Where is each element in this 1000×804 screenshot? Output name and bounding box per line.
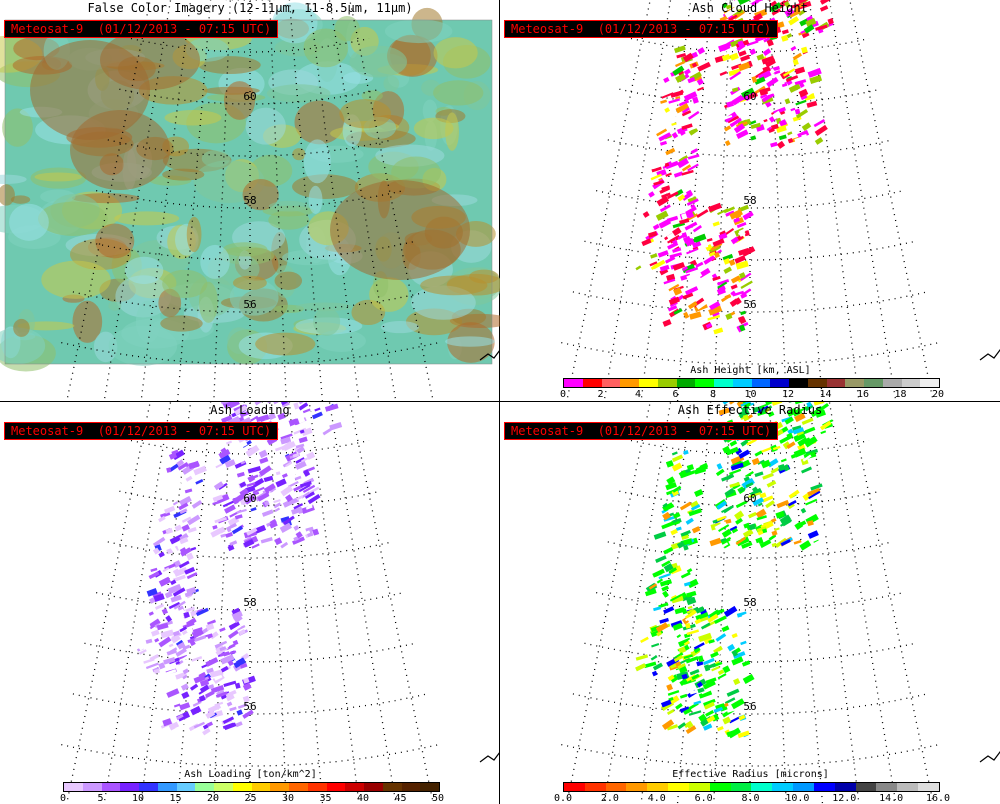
panel-title: Ash Loading xyxy=(210,403,290,417)
coastline-fragment xyxy=(979,349,1000,361)
colorbar-tick: 10 xyxy=(131,793,145,804)
lat-label: 60 xyxy=(243,90,256,103)
false-color-image xyxy=(0,2,500,372)
colorbar-label: Effective Radius [microns] xyxy=(672,769,829,780)
colorbar-tick: 10.0 xyxy=(785,793,810,804)
colorbar-tick: 45 xyxy=(394,793,407,804)
lat-label: 56 xyxy=(243,298,256,311)
satellite-badge: Meteosat-9 (01/12/2013 - 07:15 UTC) xyxy=(504,20,779,38)
colorbar-tick: 10 xyxy=(744,389,757,400)
panel-ash-radius: -24-22-20-18-16-14-12-10-86260585666 Ash… xyxy=(500,402,1000,804)
colorbar-tick: 25 xyxy=(244,793,257,804)
colorbar-tick: 2 xyxy=(597,389,604,400)
ash-retrieval xyxy=(635,0,837,335)
colorbar-tick: 18 xyxy=(894,389,907,400)
ash-radius-map: -24-22-20-18-16-14-12-10-86260585666 xyxy=(561,402,1000,804)
coastline-fragment xyxy=(979,751,1000,763)
colorbar-tick: 30 xyxy=(281,793,295,804)
satellite-badge: Meteosat-9 (01/12/2013 - 07:15 UTC) xyxy=(504,422,779,440)
colorbar-tick: 0 xyxy=(559,389,567,400)
panel-title: False Color Imagery (12-11μm, 11-8.5μm, … xyxy=(87,1,413,15)
colorbar-gradient xyxy=(563,782,940,792)
colorbar-tick: 8 xyxy=(709,389,717,400)
colorbar-tick: 12 xyxy=(781,389,795,400)
colorbar-tick: 16.0 xyxy=(925,793,951,804)
lat-label: 58 xyxy=(243,596,256,609)
lat-label: 58 xyxy=(243,194,256,207)
ash-retrieval xyxy=(136,402,343,736)
colorbar-tick: 40 xyxy=(356,793,370,804)
lat-label: 60 xyxy=(743,492,756,505)
colorbar-tick: 15 xyxy=(169,793,182,804)
colorbar-gradient xyxy=(63,782,440,792)
colorbar-tick: 0.0 xyxy=(553,793,573,804)
panel-ash-loading: -24-22-20-18-16-14-12-10-86260585666 Ash… xyxy=(0,402,500,804)
false-color-map: -24-22-20-18-16-14-12-10-86260585666 xyxy=(0,0,500,402)
graticule xyxy=(561,402,939,804)
lat-label: 58 xyxy=(743,596,756,609)
vertical-divider xyxy=(499,0,500,804)
colorbar-gradient xyxy=(563,378,940,388)
lat-label: 60 xyxy=(743,90,756,103)
colorbar-label: Ash Height [km, ASL] xyxy=(690,365,811,376)
graticule xyxy=(561,0,939,402)
colorbar-tick: 35 xyxy=(319,793,332,804)
satellite-badge: Meteosat-9 (01/12/2013 - 07:15 UTC) xyxy=(4,20,279,38)
coastline-fragment xyxy=(479,751,500,763)
lat-label: 60 xyxy=(243,492,256,505)
lat-label: 58 xyxy=(743,194,756,207)
colorbar-tick: 12.0 xyxy=(832,793,857,804)
colorbar-tick: 20 xyxy=(931,389,945,400)
colorbar-tick: 14 xyxy=(819,389,832,400)
panel-title: Ash Effective Radius xyxy=(677,403,823,417)
panel-ash-height: -24-22-20-18-16-14-12-10-86260585666 Ash… xyxy=(500,0,1000,402)
colorbar-tick: 14.0 xyxy=(879,793,904,804)
graticule xyxy=(61,0,439,402)
horizontal-divider xyxy=(0,401,1000,402)
colorbar-label: Ash Loading [ton/km^2] xyxy=(184,769,317,780)
panel-title: Ash Cloud Height xyxy=(692,1,808,15)
satellite-badge: Meteosat-9 (01/12/2013 - 07:15 UTC) xyxy=(4,422,279,440)
panel-false-color: -24-22-20-18-16-14-12-10-86260585666 Fal… xyxy=(0,0,500,402)
colorbar-tick: 6 xyxy=(672,389,679,400)
colorbar-tick: 4.0 xyxy=(647,793,666,804)
lat-label: 56 xyxy=(743,700,756,713)
colorbar-tick: 20 xyxy=(206,793,220,804)
colorbar-tick: 6.0 xyxy=(694,793,713,804)
colorbar-tick: 4 xyxy=(634,389,642,400)
ash-height-map: -24-22-20-18-16-14-12-10-86260585666 xyxy=(561,0,1000,402)
colorbar-tick: 2.0 xyxy=(600,793,619,804)
ash-retrieval xyxy=(635,402,834,739)
colorbar-tick: 16 xyxy=(856,389,870,400)
lat-label: 56 xyxy=(243,700,256,713)
colorbar-tick: 8.0 xyxy=(741,793,760,804)
lat-label: 56 xyxy=(743,298,756,311)
coastline-fragment xyxy=(479,349,500,361)
colorbar-tick: 5 xyxy=(97,793,104,804)
colorbar-tick: 0 xyxy=(59,793,67,804)
ash-loading-map: -24-22-20-18-16-14-12-10-86260585666 xyxy=(61,402,500,804)
colorbar-tick: 50 xyxy=(431,793,445,804)
